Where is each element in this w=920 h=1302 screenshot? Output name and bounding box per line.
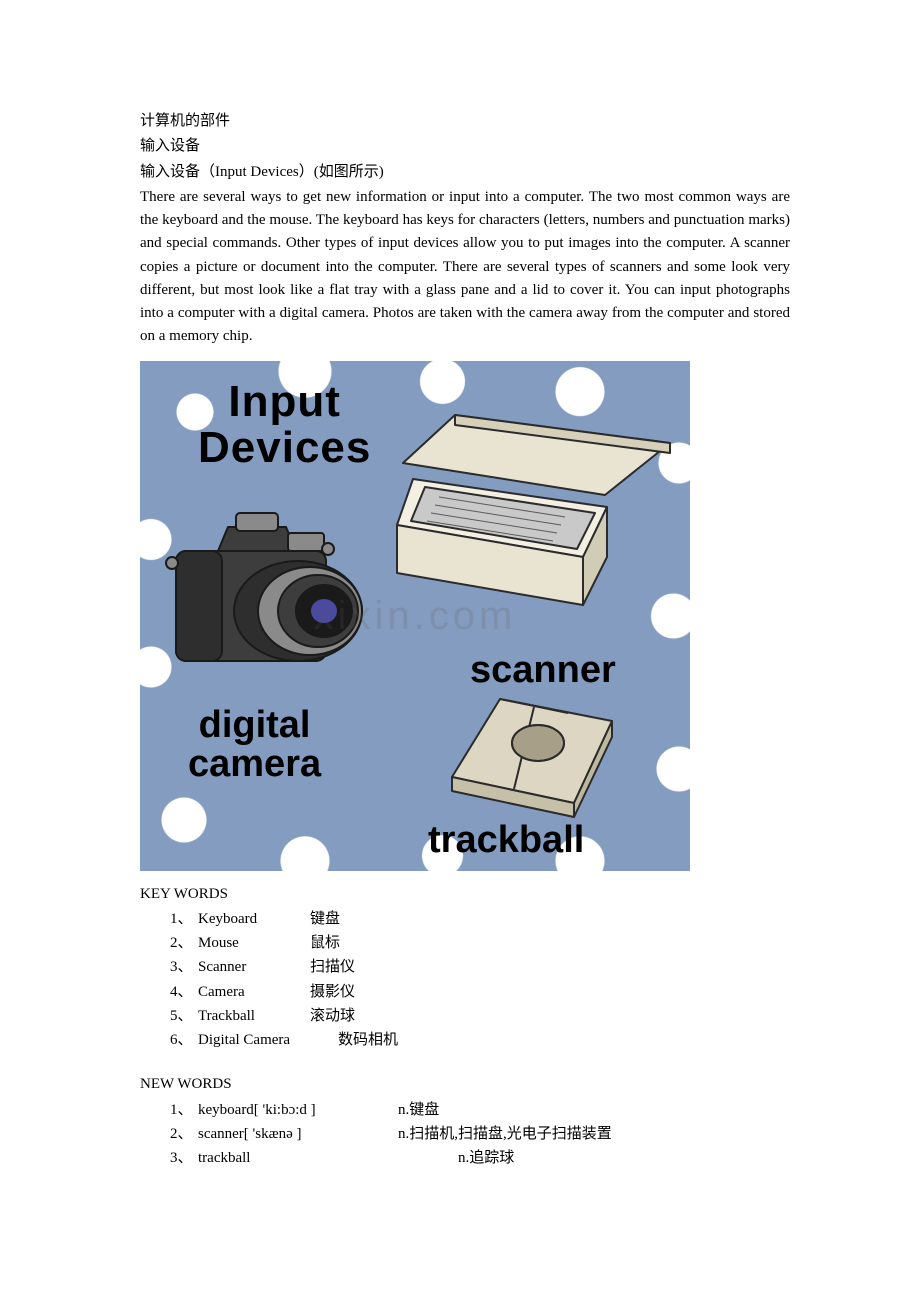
item-num: 4、 [170,981,198,1004]
item-en: Keyboard [198,908,310,931]
item-zh: 鼠标 [310,935,340,951]
item-num: 1、 [170,908,198,931]
doc-heading-2: 输入设备 [140,135,790,158]
list-item: 2、scanner[ 'skænə ]n.扫描机,扫描盘,光电子扫描装置 [170,1123,790,1146]
figure-digital-camera-label: digital camera [188,706,321,786]
figure-scanner-label: scanner [470,651,616,691]
item-en: Digital Camera [198,1029,338,1052]
item-zh: 扫描仪 [310,959,355,975]
item-num: 5、 [170,1005,198,1028]
item-en: Camera [198,981,310,1004]
item-zh: 滚动球 [310,1008,355,1024]
item-zh: 键盘 [310,911,340,927]
list-item: 5、Trackball滚动球 [170,1005,790,1028]
key-words-title: KEY WORDS [140,883,790,906]
scanner-illustration [395,407,685,647]
item-num: 2、 [170,932,198,955]
item-num: 1、 [170,1099,198,1122]
camera-illustration [158,491,398,701]
list-item: 1、keyboard[ 'ki:bɔ:d ]n.键盘 [170,1099,790,1122]
item-zh: n.键盘 [398,1102,439,1118]
doc-heading-1: 计算机的部件 [140,110,790,133]
list-item: 2、Mouse鼠标 [170,932,790,955]
item-zh: 摄影仪 [310,984,355,1000]
trackball-illustration [440,693,630,823]
item-en: keyboard[ 'ki:bɔ:d ] [198,1099,398,1122]
figure-trackball-label: trackball [428,821,584,861]
intro-paragraph: There are several ways to get new inform… [140,186,790,349]
item-en: Trackball [198,1005,310,1028]
item-zh: 数码相机 [338,1032,398,1048]
list-item: 1、Keyboard键盘 [170,908,790,931]
figure-title-label: Input Devices [198,379,371,471]
item-zh: n.扫描机,扫描盘,光电子扫描装置 [398,1126,612,1142]
new-words-title: NEW WORDS [140,1073,790,1096]
list-item: 6、Digital Camera数码相机 [170,1029,790,1052]
item-num: 2、 [170,1123,198,1146]
item-zh: n.追踪球 [458,1150,514,1166]
item-en: trackball [198,1147,458,1170]
key-words-list: 1、Keyboard键盘 2、Mouse鼠标 3、Scanner扫描仪 4、Ca… [140,908,790,1053]
item-num: 3、 [170,1147,198,1170]
item-en: scanner[ 'skænə ] [198,1123,398,1146]
item-en: Mouse [198,932,310,955]
input-devices-figure: xixin.com Input Devices scanner digital … [140,361,690,871]
list-item: 3、Scanner扫描仪 [170,956,790,979]
item-num: 3、 [170,956,198,979]
doc-heading-3: 输入设备（Input Devices）(如图所示) [140,161,790,184]
new-words-list: 1、keyboard[ 'ki:bɔ:d ]n.键盘 2、scanner[ 's… [140,1099,790,1171]
list-item: 4、Camera摄影仪 [170,981,790,1004]
item-en: Scanner [198,956,310,979]
item-num: 6、 [170,1029,198,1052]
list-item: 3、trackballn.追踪球 [170,1147,790,1170]
